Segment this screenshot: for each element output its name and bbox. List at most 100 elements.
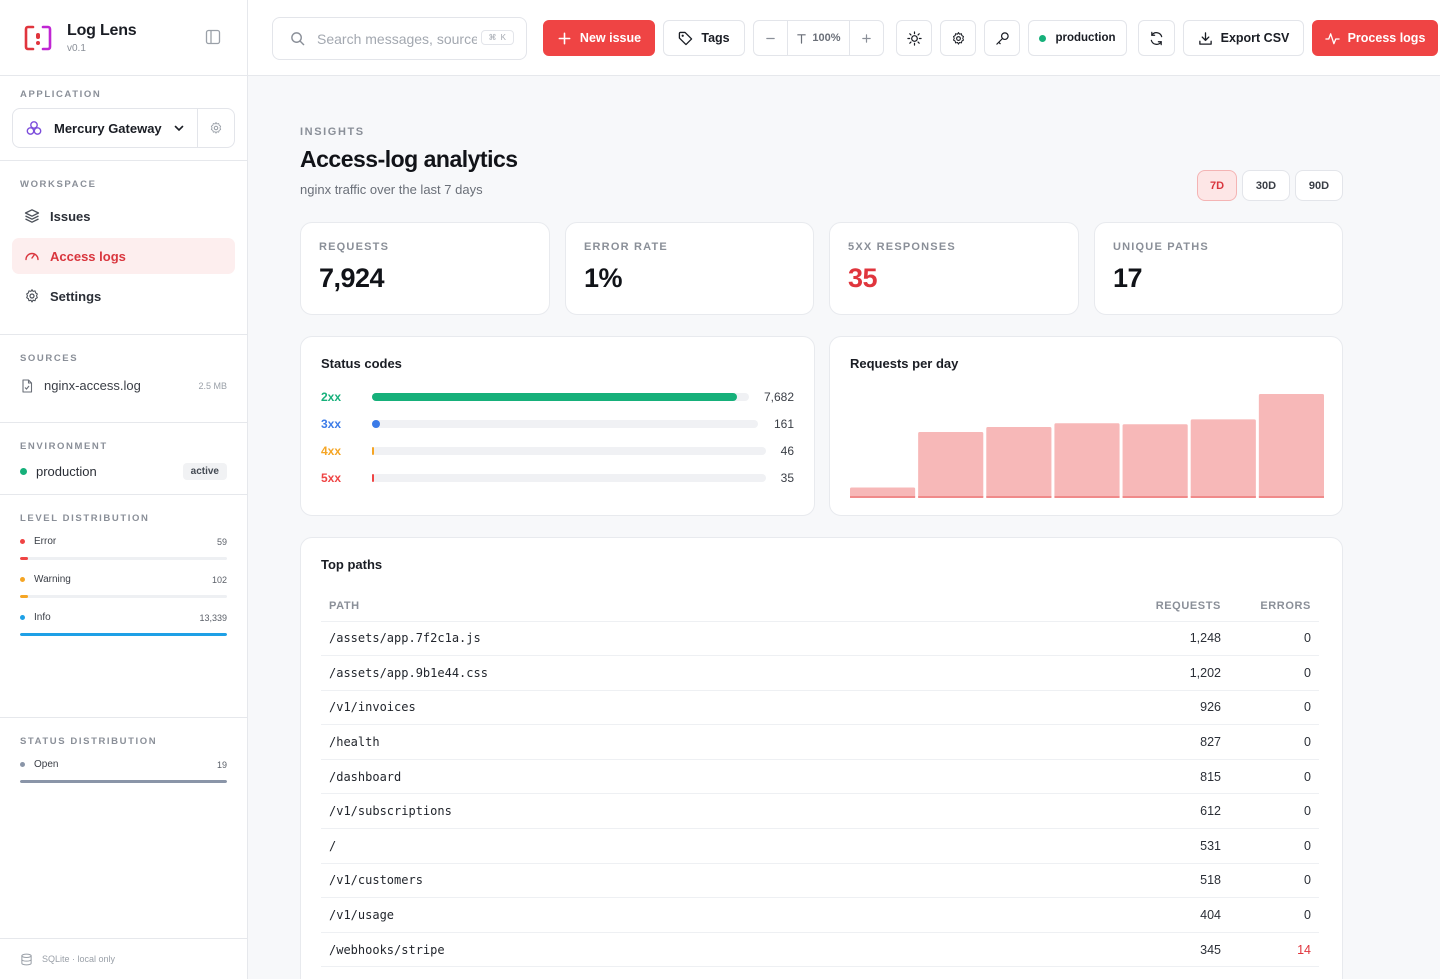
chart-bar[interactable] (850, 487, 916, 498)
errors-cell: 0 (1229, 828, 1319, 864)
sidebar-item-issues[interactable]: Issues (12, 198, 235, 234)
gear-icon (210, 122, 222, 134)
tags-button[interactable]: Tags (663, 20, 745, 56)
distribution-count: 59 (216, 536, 227, 547)
stat-card-unique-paths: UNIQUE PATHS 17 (1094, 222, 1343, 315)
table-row[interactable]: /health 827 0 (321, 724, 1319, 760)
application-select[interactable]: Mercury Gateway (12, 108, 235, 148)
process-logs-button[interactable]: Process logs (1312, 20, 1438, 56)
application-settings-button[interactable] (197, 109, 234, 147)
sidebar-item-settings[interactable]: Settings (12, 278, 235, 314)
table-row[interactable]: /v1/usage 404 0 (321, 897, 1319, 933)
environment-item[interactable]: production active (20, 463, 227, 480)
chart-title: Requests per day (850, 356, 959, 371)
chart-bar[interactable] (1190, 419, 1256, 498)
shortcut-hint: ⌘ K (481, 30, 514, 45)
errors-cell: 0 (1229, 966, 1319, 979)
sidebar-item-label: Settings (50, 288, 102, 304)
distribution-row-error[interactable]: Error 59 (20, 536, 227, 560)
settings-button[interactable] (940, 20, 976, 56)
path-cell: /health (321, 724, 1109, 760)
search-box[interactable]: ⌘ K (272, 17, 527, 60)
chart-bar[interactable] (918, 432, 984, 498)
status-code-bar (372, 393, 749, 401)
tags-label: Tags (701, 31, 730, 45)
status-code-row-3xx[interactable]: 3xx 161 (321, 416, 794, 432)
table-row[interactable]: /531 0 (321, 828, 1319, 864)
range-30d-button[interactable]: 30D (1242, 170, 1290, 201)
table-row[interactable]: /assets/app.9b1e44.css 1,202 0 (321, 655, 1319, 691)
status-code-fill (372, 474, 374, 482)
status-distribution-label: STATUS DISTRIBUTION (20, 736, 158, 747)
requests-per-day-chart (850, 394, 1324, 498)
table-row[interactable]: /v1/customers 518 0 (321, 862, 1319, 898)
distribution-row-info[interactable]: Info 13,339 (20, 612, 227, 636)
table-row[interactable]: /assets/app.7f2c1a.js 1,248 0 (321, 620, 1319, 656)
new-issue-label: New issue (579, 31, 642, 45)
application-section: APPLICATION Mercury Gateway (0, 76, 247, 161)
table-row[interactable]: /v1/invoices 926 0 (321, 689, 1319, 725)
errors-cell: 0 (1229, 655, 1319, 691)
zoom-out-button[interactable] (754, 21, 787, 55)
chart-bar[interactable] (1054, 423, 1120, 498)
stat-value: 35 (848, 263, 878, 293)
theme-toggle-button[interactable] (896, 20, 932, 56)
chart-bar[interactable] (986, 427, 1052, 498)
zoom-in-button[interactable] (850, 21, 883, 55)
level-distribution-section: LEVEL DISTRIBUTION Error 59 Warning 102 Info… (0, 495, 247, 718)
export-csv-button[interactable]: Export CSV (1183, 20, 1304, 56)
column-header-errors[interactable]: ERRORS (1260, 599, 1311, 612)
plus-icon (558, 32, 571, 44)
status-code-row-2xx[interactable]: 2xx 7,682 (321, 389, 794, 405)
path-cell: /v1/usage (321, 897, 1109, 933)
level-dot (20, 539, 25, 544)
status-code-label: 4xx (321, 444, 342, 458)
status-code-count: 35 (780, 471, 794, 485)
distribution-name: Error (34, 536, 57, 547)
errors-cell: 0 (1229, 758, 1319, 794)
column-header-path[interactable]: PATH (329, 599, 360, 612)
status-code-row-4xx[interactable]: 4xx 46 (321, 443, 794, 459)
page-subtitle: nginx traffic over the last 7 days (300, 182, 483, 197)
distribution-row-open[interactable]: Open 19 (20, 759, 227, 783)
range-90d-button[interactable]: 90D (1295, 170, 1343, 201)
distribution-name: Info (34, 612, 51, 623)
range-7d-button[interactable]: 7D (1197, 170, 1237, 201)
status-code-row-5xx[interactable]: 5xx 35 (321, 470, 794, 486)
tag-icon (679, 31, 693, 45)
application-name: Mercury Gateway (54, 120, 162, 136)
distribution-row-warning[interactable]: Warning 102 (20, 574, 227, 598)
new-issue-button[interactable]: New issue (543, 20, 655, 56)
path-cell: /assets/app.9b1e44.css (321, 655, 1109, 691)
download-icon (1198, 31, 1212, 45)
application-label: APPLICATION (20, 89, 102, 100)
environment-label: production (1055, 32, 1116, 44)
refresh-button[interactable] (1138, 20, 1175, 56)
stat-value: 1% (584, 263, 623, 293)
table-row[interactable]: /webhooks/stripe 345 14 (321, 931, 1319, 967)
table-row[interactable]: /v1/subscriptions 612 0 (321, 793, 1319, 829)
chart-bar[interactable] (1122, 424, 1188, 498)
source-item[interactable]: nginx-access.log 2.5 MB (20, 378, 227, 393)
api-key-button[interactable] (984, 20, 1020, 56)
search-input[interactable] (317, 30, 477, 47)
column-header-requests[interactable]: REQUESTS (1155, 599, 1221, 612)
stat-label: REQUESTS (319, 241, 390, 253)
errors-cell: 0 (1229, 620, 1319, 656)
environment-button[interactable]: production (1028, 20, 1127, 56)
sidebar-footer: SQLite · local only (0, 938, 247, 979)
table-row[interactable]: /v1/customers/88412680 (321, 966, 1319, 979)
chart-bar[interactable] (1258, 394, 1324, 498)
sidebar-item-access-logs[interactable]: Access logs (12, 238, 235, 274)
requests-cell: 345 (1109, 931, 1229, 967)
distribution-head: Open 19 (20, 759, 227, 770)
distribution-fill (20, 595, 29, 598)
collapse-sidebar-icon[interactable] (205, 29, 221, 45)
gauge-icon (25, 252, 39, 261)
distribution-head: Warning 102 (20, 574, 227, 585)
status-code-count: 161 (773, 417, 794, 431)
file-icon (22, 378, 33, 393)
requests-cell: 1,202 (1109, 655, 1229, 691)
table-row[interactable]: /dashboard 815 0 (321, 758, 1319, 794)
gear-icon (952, 31, 964, 45)
